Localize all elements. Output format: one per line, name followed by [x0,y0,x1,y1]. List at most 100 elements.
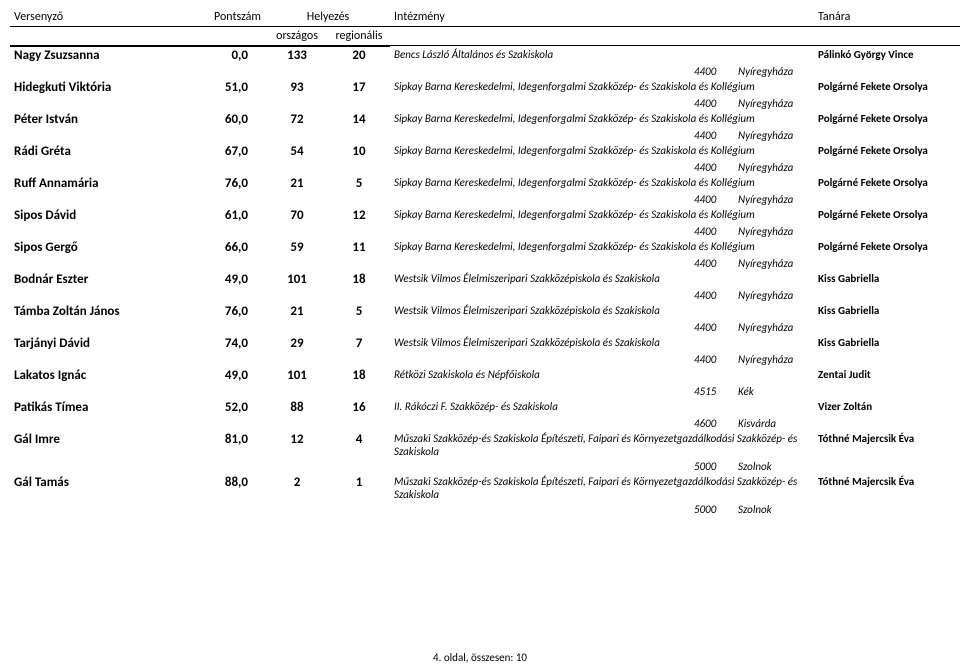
cell-zip: 4400 [690,256,734,271]
cell-institution: Műszaki Szakközép-és Szakiskola Építésze… [390,431,814,459]
cell-zip: 4400 [690,96,734,111]
cell-score: 51,0 [210,79,266,96]
table-row-address: 4400Nyíregyháza [10,128,960,143]
cell-national: 12 [266,431,328,459]
cell-score: 0,0 [210,47,266,65]
table-row: Nagy Zsuzsanna0,013320Bencs László Által… [10,47,960,65]
cell-score: 49,0 [210,271,266,288]
cell-institution: II. Rákóczi F. Szakközép- és Szakiskola [390,399,814,416]
cell-institution: Sipkay Barna Kereskedelmi, Idegenforgalm… [390,79,814,96]
table-row: Patikás Tímea52,08816II. Rákóczi F. Szak… [10,399,960,416]
cell-national: 88 [266,399,328,416]
cell-city: Nyíregyháza [734,320,814,335]
cell-name: Támba Zoltán János [10,303,210,320]
table-row: Hidegkuti Viktória51,09317Sipkay Barna K… [10,79,960,96]
cell-national: 70 [266,207,328,224]
cell-regional: 16 [328,399,390,416]
cell-city: Nyíregyháza [734,288,814,303]
cell-regional: 5 [328,175,390,192]
cell-name: Rádi Gréta [10,143,210,160]
table-row-address: 4400Nyíregyháza [10,320,960,335]
cell-name: Bodnár Eszter [10,271,210,288]
cell-regional: 7 [328,335,390,352]
cell-zip: 5000 [690,459,734,474]
cell-city: Kék [734,384,814,399]
table-row: Ruff Annamária76,0215Sipkay Barna Keresk… [10,175,960,192]
cell-institution: Sipkay Barna Kereskedelmi, Idegenforgalm… [390,143,814,160]
cell-city: Nyíregyháza [734,160,814,175]
cell-national: 29 [266,335,328,352]
table-row-address: 4400Nyíregyháza [10,160,960,175]
cell-teacher: Polgárné Fekete Orsolya [814,239,960,256]
cell-name: Hidegkuti Viktória [10,79,210,96]
cell-regional: 11 [328,239,390,256]
table-header: Versenyző Pontszám Helyezés Intézmény Ta… [10,8,960,47]
cell-zip: 4600 [690,416,734,431]
cell-regional: 14 [328,111,390,128]
cell-score: 76,0 [210,303,266,320]
cell-regional: 20 [328,47,390,65]
cell-zip: 4400 [690,288,734,303]
cell-teacher: Tóthné Majercsik Éva [814,474,960,502]
col-score: Pontszám [210,8,266,26]
cell-zip: 4400 [690,128,734,143]
cell-name: Tarjányi Dávid [10,335,210,352]
cell-teacher: Polgárné Fekete Orsolya [814,143,960,160]
table-row-address: 4400Nyíregyháza [10,96,960,111]
cell-regional: 18 [328,367,390,384]
table-body: Nagy Zsuzsanna0,013320Bencs László Által… [10,47,960,518]
cell-institution: Sipkay Barna Kereskedelmi, Idegenforgalm… [390,111,814,128]
cell-score: 61,0 [210,207,266,224]
cell-national: 54 [266,143,328,160]
cell-teacher: Polgárné Fekete Orsolya [814,111,960,128]
cell-city: Nyíregyháza [734,192,814,207]
cell-national: 72 [266,111,328,128]
cell-institution: Westsik Vilmos Élelmiszeripari Szakközép… [390,335,814,352]
cell-city: Nyíregyháza [734,96,814,111]
cell-name: Nagy Zsuzsanna [10,47,210,65]
cell-name: Patikás Tímea [10,399,210,416]
cell-score: 60,0 [210,111,266,128]
cell-national: 101 [266,271,328,288]
cell-name: Sipos Dávid [10,207,210,224]
cell-city: Nyíregyháza [734,224,814,239]
table-row-address: 4400Nyíregyháza [10,256,960,271]
table-row-address: 4400Nyíregyháza [10,64,960,79]
table-row-address: 5000Szolnok [10,459,960,474]
table-row-address: 4400Nyíregyháza [10,288,960,303]
table-row-address: 4400Nyíregyháza [10,224,960,239]
cell-city: Nyíregyháza [734,256,814,271]
cell-national: 133 [266,47,328,65]
cell-national: 93 [266,79,328,96]
page-footer: 4. oldal, összesen: 10 [0,651,960,664]
col-national: országos [266,27,328,46]
cell-teacher: Kiss Gabriella [814,303,960,320]
cell-national: 21 [266,303,328,320]
cell-zip: 4400 [690,320,734,335]
cell-score: 66,0 [210,239,266,256]
cell-teacher: Kiss Gabriella [814,335,960,352]
table-row: Tarjányi Dávid74,0297Westsik Vilmos Élel… [10,335,960,352]
cell-national: 101 [266,367,328,384]
table-row: Rádi Gréta67,05410Sipkay Barna Kereskede… [10,143,960,160]
cell-regional: 18 [328,271,390,288]
cell-zip: 4515 [690,384,734,399]
col-institution: Intézmény [390,8,814,26]
cell-teacher: Polgárné Fekete Orsolya [814,207,960,224]
cell-zip: 4400 [690,192,734,207]
table-row: Sipos Dávid61,07012Sipkay Barna Keresked… [10,207,960,224]
cell-score: 52,0 [210,399,266,416]
cell-institution: Westsik Vilmos Élelmiszeripari Szakközép… [390,271,814,288]
cell-city: Nyíregyháza [734,128,814,143]
cell-zip: 4400 [690,352,734,367]
cell-regional: 4 [328,431,390,459]
cell-national: 2 [266,474,328,502]
cell-regional: 1 [328,474,390,502]
cell-teacher: Polgárné Fekete Orsolya [814,175,960,192]
cell-zip: 4400 [690,64,734,79]
cell-zip: 5000 [690,502,734,517]
cell-regional: 17 [328,79,390,96]
cell-institution: Westsik Vilmos Élelmiszeripari Szakközép… [390,303,814,320]
cell-name: Gál Imre [10,431,210,459]
cell-regional: 10 [328,143,390,160]
